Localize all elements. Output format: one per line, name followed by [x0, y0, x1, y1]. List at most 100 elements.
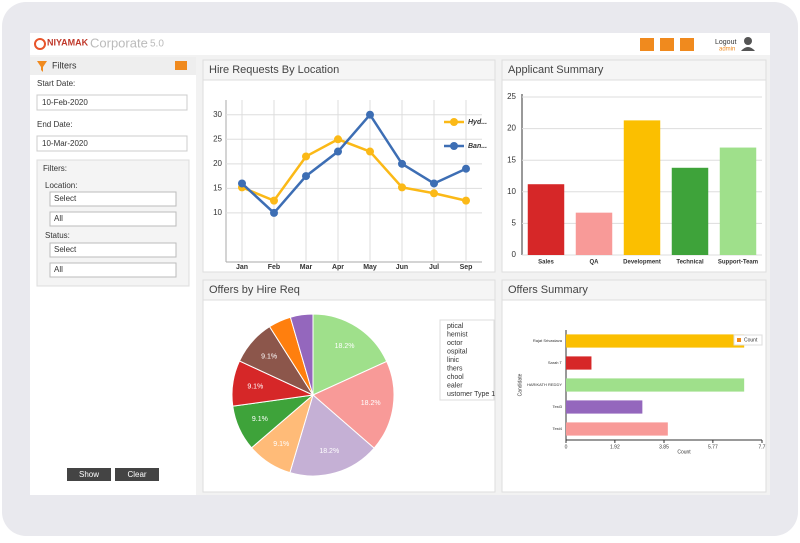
y-tick-label: HARIKATH REDDY [527, 382, 562, 387]
show-label: Show [79, 470, 99, 479]
point [270, 208, 278, 217]
settings-button[interactable] [680, 38, 694, 51]
legend-label: hemist [447, 331, 468, 338]
reset-icon[interactable] [175, 61, 187, 70]
bar [566, 422, 668, 436]
legend-label: octor [447, 340, 463, 347]
legend-dot [450, 118, 458, 126]
y-tick-label: 30 [213, 110, 222, 119]
filter-bar [30, 57, 196, 75]
slice-label: 9.1% [273, 441, 289, 448]
panel-header [501, 279, 767, 301]
status-select[interactable] [49, 242, 177, 258]
y-tick-label: 25 [507, 92, 516, 101]
legend-label: ustomer Type 1 [447, 391, 495, 398]
legend-box [733, 334, 763, 346]
show-button[interactable] [67, 468, 111, 481]
x-tick-label: Jun [396, 264, 408, 271]
point [462, 196, 470, 205]
bar [566, 400, 643, 414]
x-tick-label: Jul [429, 264, 439, 271]
point [430, 189, 438, 198]
y-tick-label: 15 [507, 155, 516, 164]
x-tick-label: Apr [332, 264, 344, 271]
panel-title: Applicant Summary [508, 64, 604, 76]
point [270, 196, 278, 205]
pie-slice [312, 313, 388, 396]
point [430, 179, 438, 188]
user-icon-body [741, 47, 755, 51]
x-tick-label: 1.92 [610, 444, 620, 450]
start-input[interactable] [36, 94, 188, 111]
end-value: 10-Mar-2020 [42, 139, 88, 148]
bar [566, 356, 592, 370]
home-button[interactable] [640, 38, 654, 51]
x-tick-label: 7.7 [759, 444, 766, 450]
bar [566, 334, 745, 348]
logo: NIYAMAK [47, 37, 89, 47]
location-value-select[interactable] [49, 211, 177, 227]
logout[interactable]: Logout [715, 39, 736, 46]
y-tick-label: 10 [213, 208, 222, 217]
location-select-text: Select [54, 194, 77, 203]
legend-label: linic [447, 357, 460, 364]
y-tick-label: Sarah T [548, 360, 563, 365]
y-tick-label: 10 [507, 187, 516, 196]
y-tick-label: 25 [213, 134, 222, 143]
legend-label: ptical [447, 323, 464, 330]
point [238, 179, 246, 188]
slice-label: 18.2% [361, 400, 381, 407]
bar [575, 212, 613, 255]
x-tick-label: Jan [236, 264, 248, 271]
filter-title: Filters [52, 60, 77, 70]
legend-label: Count [744, 337, 758, 343]
point [398, 183, 406, 192]
x-tick-label: 0 [565, 444, 568, 450]
line [241, 112, 467, 215]
legend-box [439, 319, 495, 401]
location-value: All [54, 214, 63, 223]
clear-button[interactable] [115, 468, 159, 481]
legend-label: chool [447, 374, 464, 381]
end-input[interactable] [36, 135, 188, 152]
line [241, 137, 467, 203]
x-tick-label: Mar [300, 264, 313, 271]
x-tick-label: QA [590, 260, 600, 266]
x-tick-label: May [363, 264, 377, 271]
start-label: Start Date: [37, 79, 75, 88]
logo-icon [34, 38, 46, 50]
add-button[interactable] [660, 38, 674, 51]
section-label: Filters: [43, 164, 67, 173]
point [398, 159, 406, 168]
x-tick-label: Sep [460, 264, 473, 271]
status-value-select[interactable] [49, 262, 177, 278]
point [334, 147, 342, 156]
header [30, 33, 770, 55]
legend-dot [450, 142, 458, 150]
slice-label: 9.1% [247, 383, 263, 390]
panel-title: Offers by Hire Req [209, 284, 300, 296]
location-label: Location: [45, 181, 77, 190]
bar [671, 167, 709, 255]
product: Corporate [90, 35, 148, 50]
legend-label: ealer [447, 382, 463, 389]
x-tick-label: Support-Team [718, 260, 758, 266]
x-tick-label: Sales [538, 260, 554, 266]
panel [202, 59, 496, 273]
x-tick-label: 3.85 [659, 444, 669, 450]
x-axis-label: Count [677, 449, 691, 455]
slice-label: 18.2% [319, 448, 339, 455]
point [366, 147, 374, 156]
bar [566, 378, 745, 392]
location-select[interactable] [49, 191, 177, 207]
slice-label: 9.1% [252, 416, 268, 423]
panel-header [501, 59, 767, 81]
status-select-text: Select [54, 245, 77, 254]
panel-header [202, 279, 496, 301]
bar [527, 184, 565, 255]
filter-icon [37, 61, 47, 72]
start-value: 10-Feb-2020 [42, 98, 88, 107]
x-tick-label: Feb [268, 264, 280, 271]
status-value: All [54, 265, 63, 274]
y-tick-label: 20 [213, 159, 222, 168]
